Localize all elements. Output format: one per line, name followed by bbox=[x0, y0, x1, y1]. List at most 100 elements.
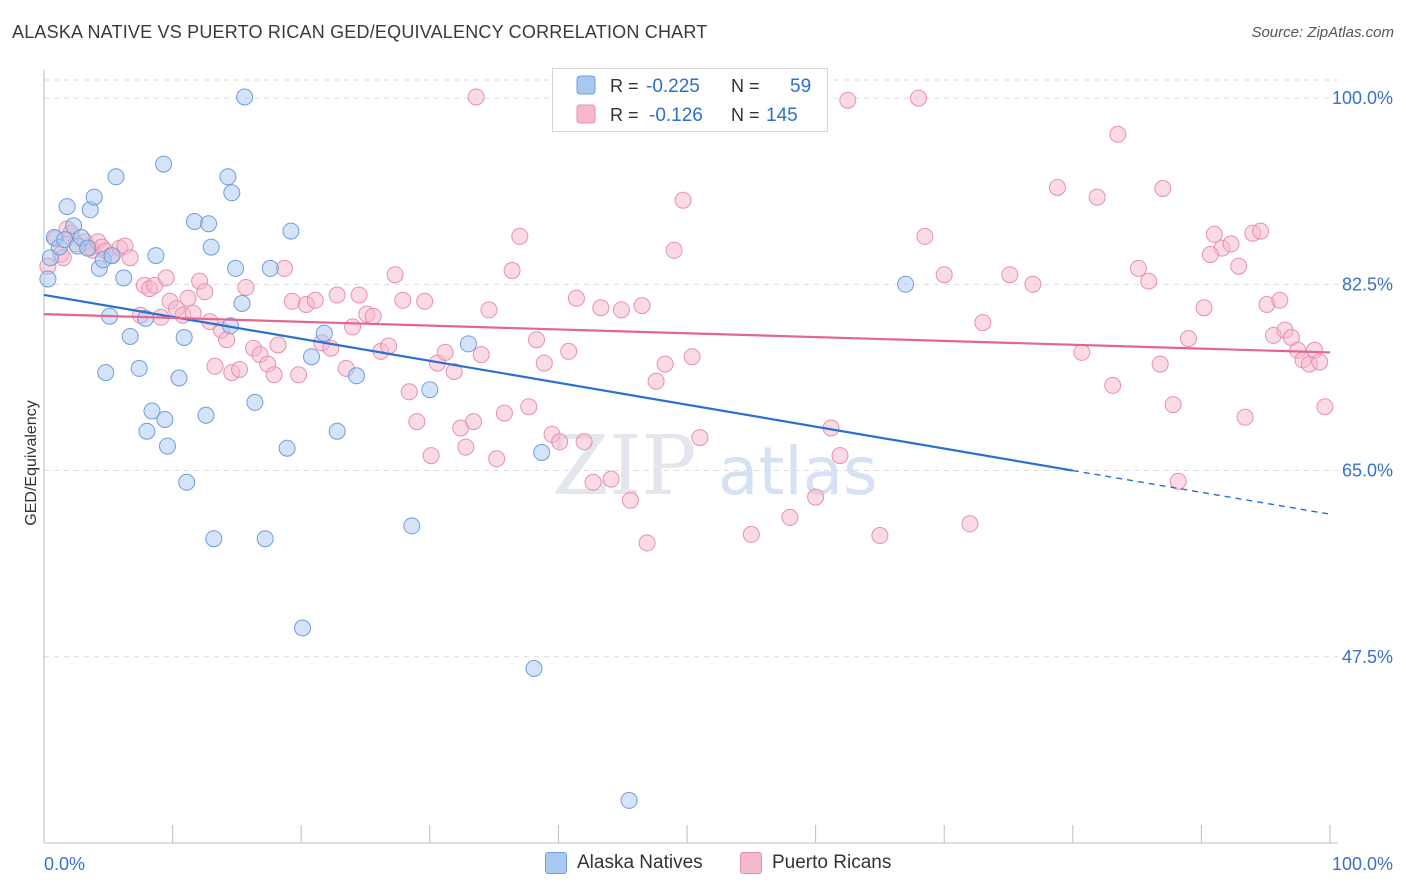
data-point bbox=[156, 411, 174, 428]
legend-swatch-blue bbox=[576, 75, 596, 95]
data-point bbox=[533, 444, 551, 461]
data-point bbox=[1316, 398, 1334, 416]
data-point bbox=[394, 291, 412, 309]
data-point bbox=[465, 413, 482, 431]
data-point bbox=[380, 337, 398, 355]
data-point bbox=[79, 239, 97, 257]
data-point bbox=[621, 491, 639, 509]
legend-label-alaska-natives: Alaska Natives bbox=[577, 852, 703, 873]
trend-line-alaska-natives bbox=[43, 293, 1073, 472]
data-point bbox=[348, 367, 365, 385]
data-point bbox=[1140, 272, 1158, 290]
data-point bbox=[831, 447, 849, 465]
data-point bbox=[107, 168, 125, 186]
data-point bbox=[467, 88, 485, 106]
data-point bbox=[503, 262, 521, 279]
data-point bbox=[742, 525, 760, 543]
data-point bbox=[328, 422, 346, 440]
data-point bbox=[511, 227, 529, 245]
data-point bbox=[147, 247, 165, 265]
stats-legend: R = -0.225 N = 59 R = -0.126 N = 145 bbox=[552, 68, 828, 132]
legend-swatch-puerto-ricans bbox=[740, 852, 762, 874]
data-point bbox=[1201, 246, 1219, 263]
data-point bbox=[303, 348, 320, 366]
data-point bbox=[170, 369, 188, 387]
data-point bbox=[691, 429, 709, 447]
data-point bbox=[179, 289, 197, 307]
legend-r-value-2: -0.126 bbox=[649, 105, 703, 126]
data-point bbox=[278, 439, 296, 457]
data-point bbox=[480, 301, 498, 319]
data-point bbox=[138, 422, 156, 440]
data-point bbox=[344, 318, 362, 336]
data-point bbox=[567, 289, 585, 307]
data-point bbox=[306, 291, 324, 309]
legend-n-value-1: 59 bbox=[790, 76, 811, 97]
data-point bbox=[175, 329, 193, 346]
data-point bbox=[935, 266, 953, 284]
y-tick-labels: 47.5% 65.0% 82.5% 100.0% bbox=[1332, 88, 1393, 667]
data-point bbox=[1252, 222, 1270, 240]
data-point bbox=[839, 91, 857, 109]
y-tick-label: 100.0% bbox=[1332, 88, 1393, 108]
x-tick-label-min: 0.0% bbox=[44, 854, 85, 874]
axes bbox=[43, 70, 1338, 844]
legend-r-label-2: R = bbox=[610, 105, 639, 125]
legend-r-value-1: -0.225 bbox=[646, 76, 700, 97]
x-ticks bbox=[172, 825, 1331, 843]
data-point bbox=[575, 433, 593, 451]
data-point bbox=[871, 527, 889, 544]
data-point bbox=[1236, 408, 1254, 426]
data-point bbox=[115, 269, 133, 287]
data-point bbox=[283, 292, 301, 310]
data-point bbox=[328, 286, 346, 304]
data-point bbox=[520, 398, 538, 416]
data-point bbox=[421, 381, 439, 399]
data-point bbox=[416, 292, 434, 310]
data-point bbox=[525, 660, 543, 677]
data-point bbox=[638, 534, 656, 552]
data-point bbox=[269, 336, 287, 354]
data-point bbox=[551, 433, 569, 451]
data-point bbox=[205, 530, 223, 548]
data-point bbox=[227, 259, 245, 277]
data-point bbox=[130, 359, 148, 377]
trend-line-puerto-ricans bbox=[43, 313, 1331, 354]
data-point bbox=[290, 366, 308, 384]
data-point bbox=[633, 297, 651, 315]
data-point bbox=[961, 515, 979, 533]
legend-n-value-2: 145 bbox=[766, 105, 798, 126]
data-point bbox=[1180, 330, 1197, 348]
data-point bbox=[457, 438, 475, 456]
data-point bbox=[445, 363, 463, 381]
data-point bbox=[488, 450, 506, 468]
data-point bbox=[436, 343, 454, 361]
data-point bbox=[58, 198, 76, 216]
data-point bbox=[1151, 355, 1169, 373]
data-point bbox=[647, 372, 665, 390]
data-point bbox=[206, 357, 224, 375]
data-point bbox=[85, 188, 103, 206]
data-point bbox=[674, 191, 692, 209]
data-point bbox=[1195, 299, 1213, 317]
data-point bbox=[386, 266, 404, 284]
chart-title: ALASKA NATIVE VS PUERTO RICAN GED/EQUIVA… bbox=[12, 22, 708, 42]
data-point bbox=[39, 270, 57, 288]
legend-r-label-1: R = bbox=[610, 76, 639, 96]
data-point bbox=[1222, 235, 1240, 253]
y-tick-label: 47.5% bbox=[1342, 647, 1393, 667]
data-point bbox=[186, 213, 203, 230]
data-point bbox=[807, 488, 825, 506]
data-point bbox=[584, 473, 602, 491]
data-point bbox=[781, 508, 799, 526]
data-point bbox=[276, 259, 293, 277]
data-point bbox=[1109, 125, 1127, 143]
data-point bbox=[897, 275, 915, 293]
data-point bbox=[974, 314, 992, 332]
data-point bbox=[97, 364, 115, 382]
data-point bbox=[560, 342, 578, 360]
data-point bbox=[282, 222, 300, 240]
data-point bbox=[916, 227, 934, 245]
data-point bbox=[459, 335, 477, 353]
